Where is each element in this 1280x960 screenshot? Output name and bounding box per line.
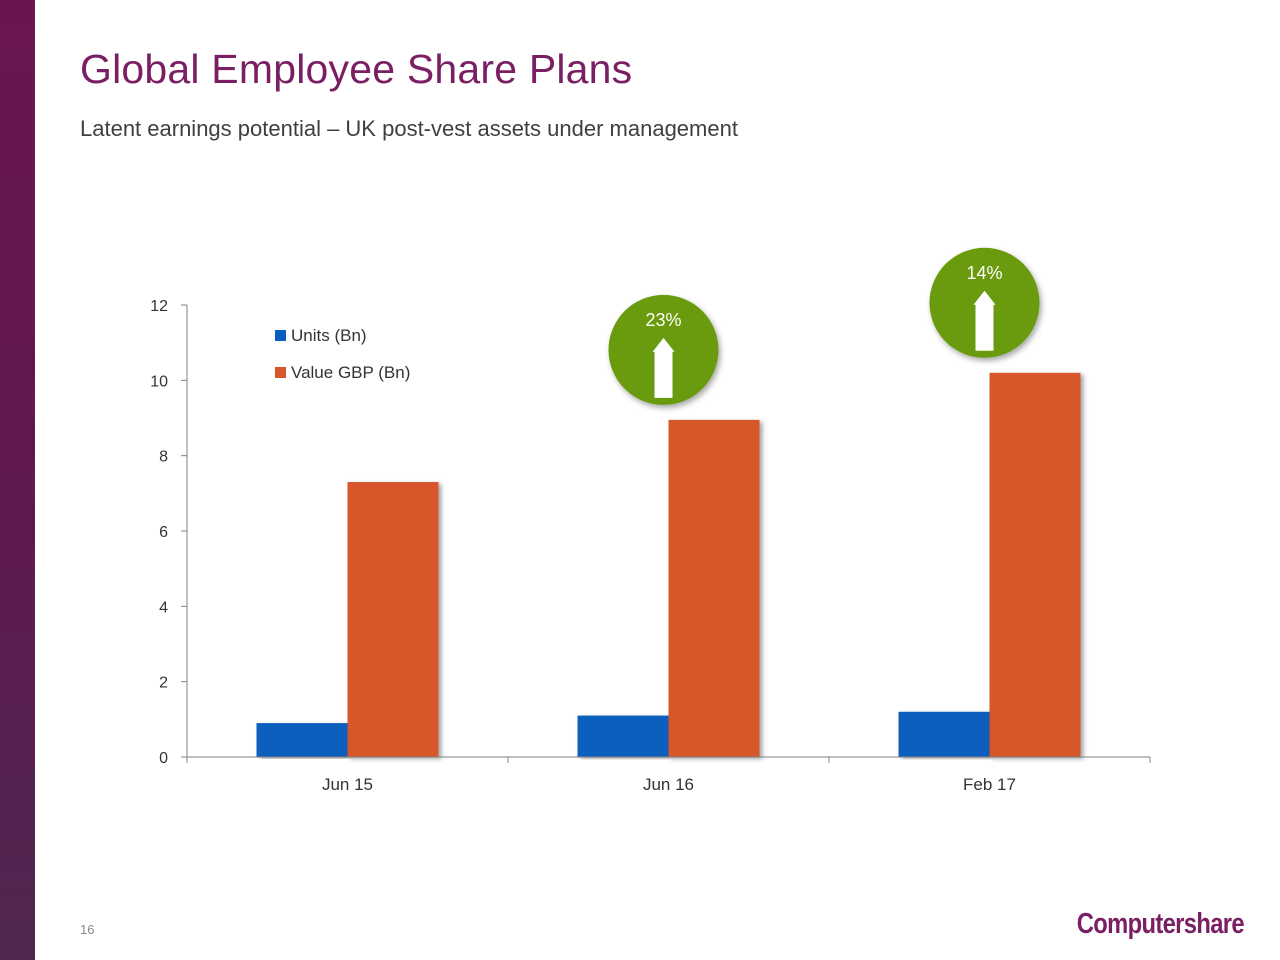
bar-units-jun-16 <box>577 715 669 757</box>
bar-units-feb-17 <box>898 711 990 757</box>
up-arrow-icon <box>652 337 675 398</box>
x-tick-label: Feb 17 <box>963 775 1016 794</box>
bar-value-feb-17 <box>989 372 1081 757</box>
y-tick-label: 6 <box>159 524 168 541</box>
x-tick-label: Jun 16 <box>643 775 694 794</box>
up-arrow-icon <box>973 290 996 351</box>
y-tick-label: 8 <box>159 449 168 466</box>
axes-layer: 0 2 4 6 8 10 12 Jun 15 Jun 16 Feb 17 <box>150 298 1151 794</box>
annotations-layer: 23% 14% <box>608 247 1040 405</box>
badge-percent-label: 14% <box>966 263 1002 283</box>
y-tick-label: 0 <box>159 750 168 767</box>
badge-percent-label: 23% <box>645 310 681 330</box>
y-tick-label: 4 <box>159 599 168 616</box>
page-title: Global Employee Share Plans <box>80 46 633 92</box>
y-tick-label: 12 <box>150 298 168 315</box>
x-tick-label: Jun 15 <box>322 775 373 794</box>
legend-swatch-1 <box>275 367 286 378</box>
bar-value-jun-15 <box>347 482 439 757</box>
y-tick-label: 2 <box>159 675 168 692</box>
page-number: 16 <box>80 922 95 937</box>
computershare-logo: Computershare <box>1076 908 1245 940</box>
side-accent-bar <box>0 0 35 960</box>
legend-swatch-0 <box>275 330 286 341</box>
bar-value-jun-16 <box>668 419 760 757</box>
legend-label-1: Value GBP (Bn) <box>291 363 410 382</box>
page-subtitle: Latent earnings potential – UK post-vest… <box>80 116 738 141</box>
chart-legend: Units (Bn) Value GBP (Bn) <box>275 326 410 382</box>
y-tick-label: 10 <box>150 373 168 390</box>
bar-units-jun-15 <box>256 723 348 757</box>
legend-label-0: Units (Bn) <box>291 326 367 345</box>
bars-layer <box>256 372 1081 757</box>
